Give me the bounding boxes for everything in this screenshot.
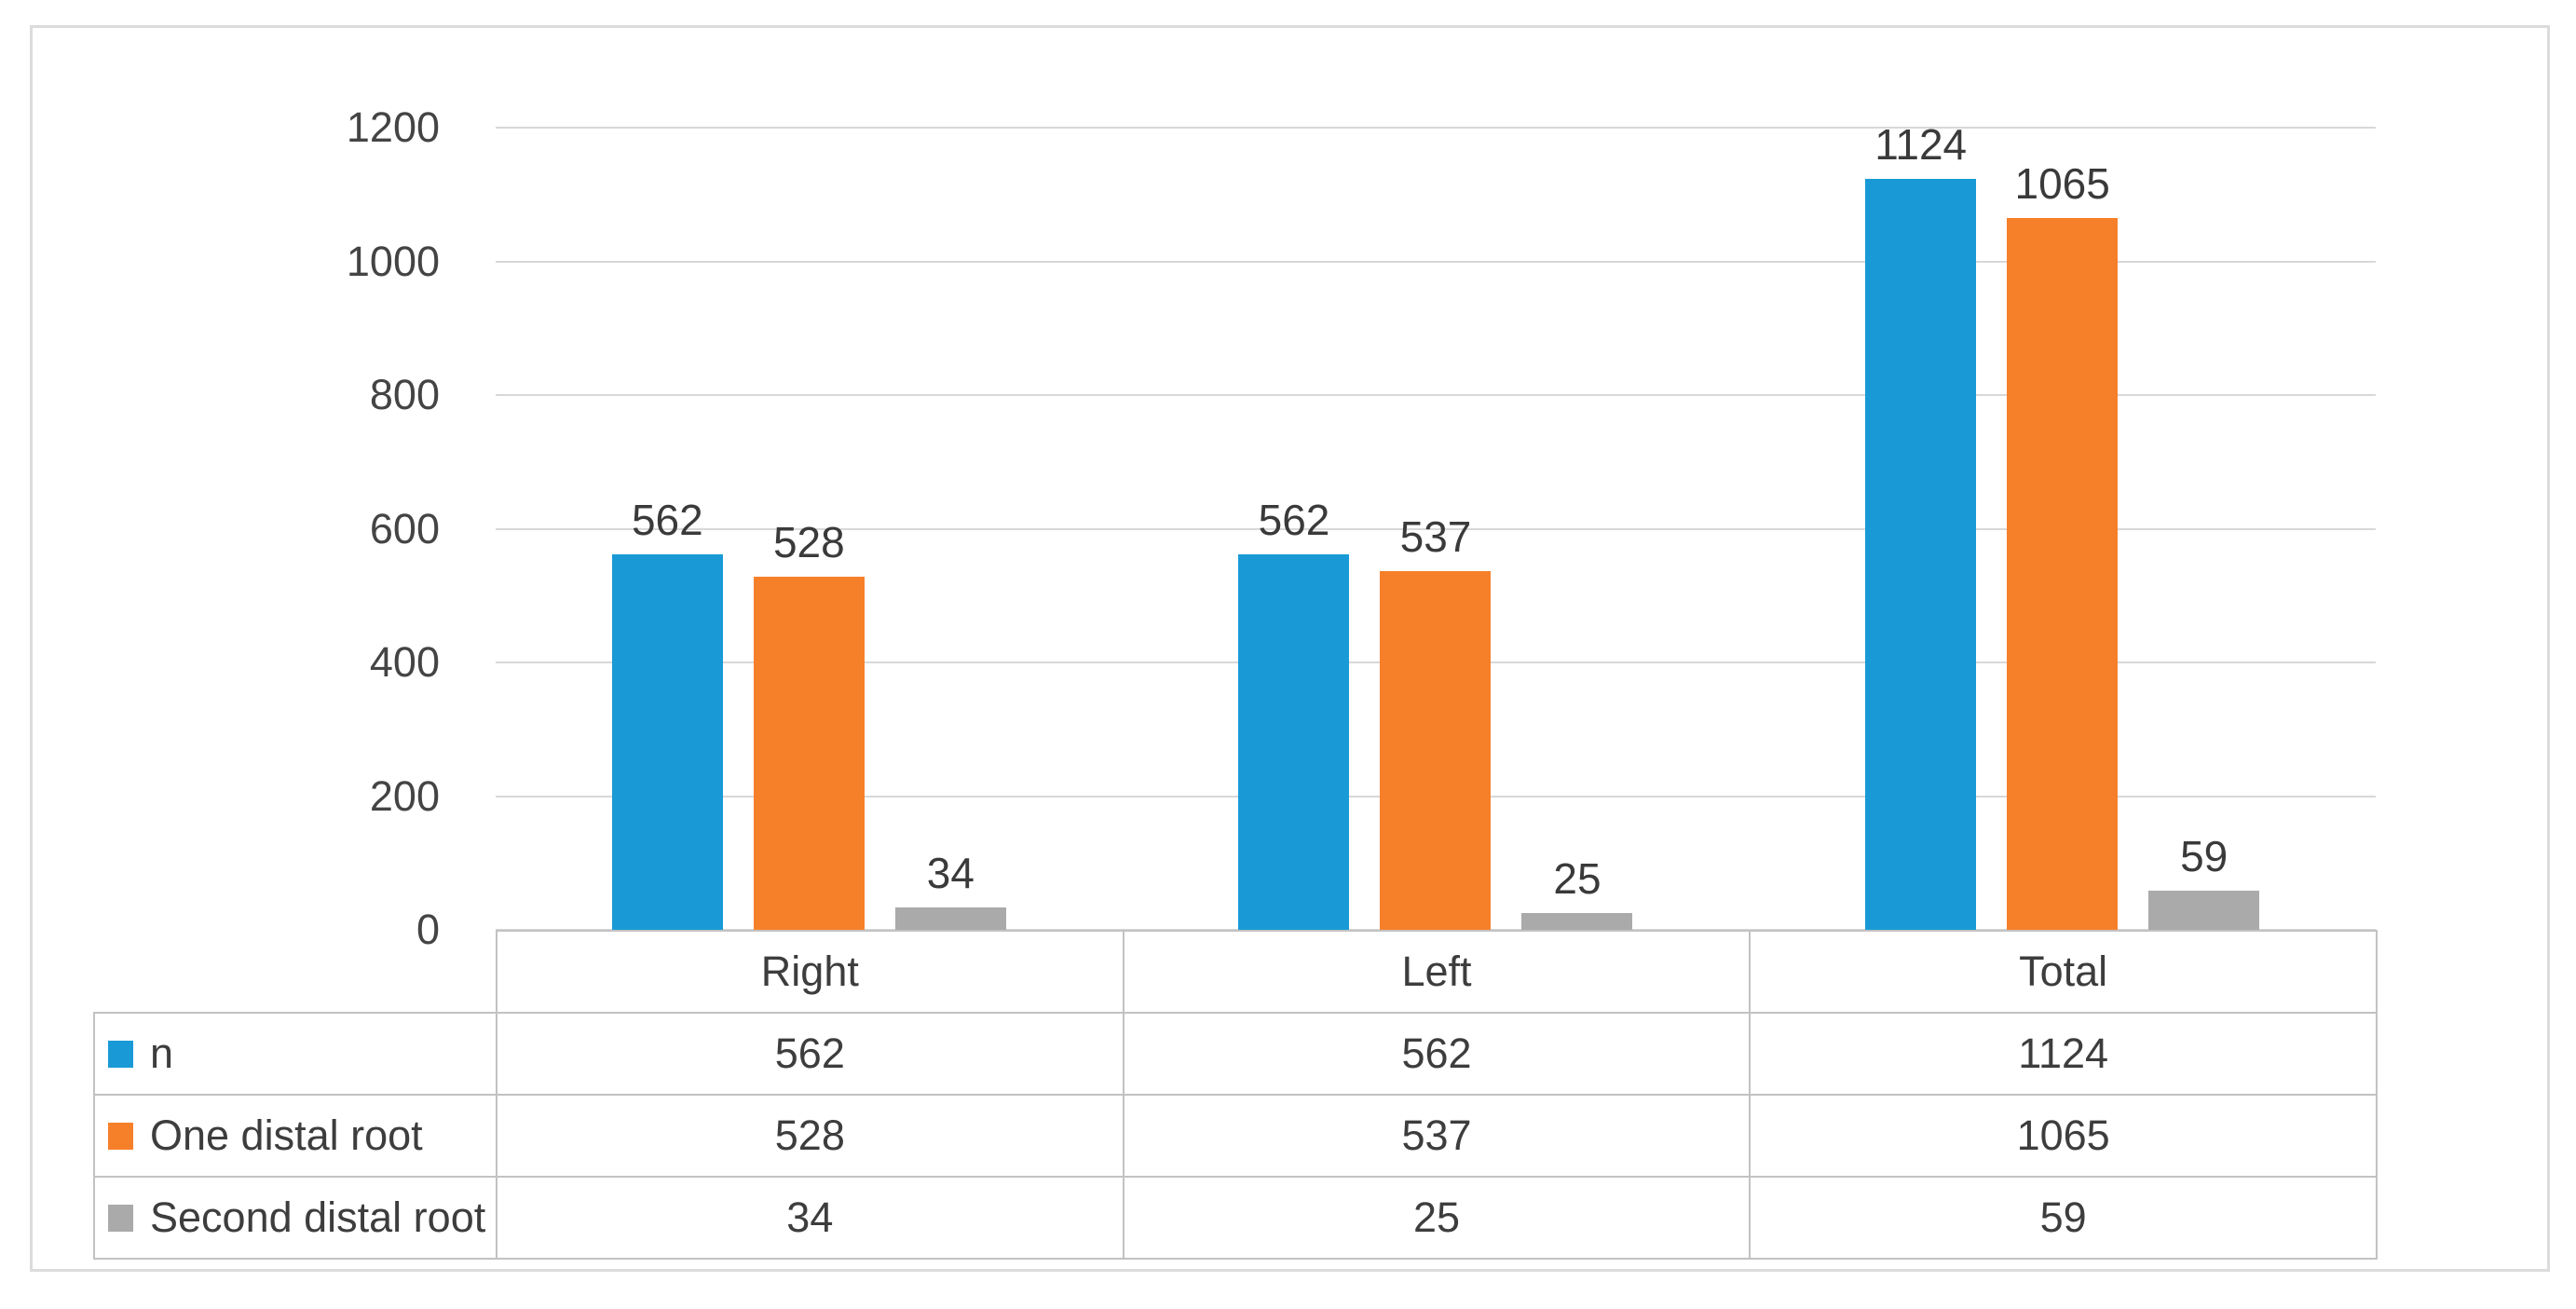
bar-second-distal-root-right: 34 (894, 852, 1006, 930)
table-value-cell-one-distal-root-right: 528 (496, 1094, 1124, 1178)
bar-n-right: 562 (611, 498, 723, 930)
legend-swatch-one-distal-root (108, 1122, 133, 1150)
data-label-second-distal-root-left: 25 (1553, 854, 1601, 904)
table-value-cell-n-total: 1124 (1749, 1012, 2378, 1096)
bar-group-total: 1124 1065 59 (1749, 123, 2376, 930)
gridline (496, 527, 2376, 530)
bar-one-distal-root-total: 1065 (2007, 162, 2119, 930)
bar-one-distal-root-left: 537 (1380, 515, 1492, 930)
chart-frame: 0 200 400 600 800 1000 1200 562 528 34 562 537 25 112… (30, 25, 2550, 1272)
data-label-n-right: 562 (631, 495, 703, 544)
legend-cell-one-distal-root: One distal root (93, 1094, 497, 1178)
table-value-cell-second-distal-root-left: 25 (1122, 1176, 1751, 1260)
table-value-cell-n-left: 562 (1122, 1012, 1751, 1096)
data-label-one-distal-root-total: 1065 (2014, 158, 2110, 208)
table-header-cell-right: Right (496, 930, 1124, 1014)
data-label-n-left: 562 (1258, 495, 1330, 544)
y-tick-label: 1000 (346, 237, 440, 285)
bar-n-left: 562 (1238, 498, 1350, 930)
data-label-second-distal-root-right: 34 (926, 848, 975, 897)
data-label-one-distal-root-right: 528 (772, 518, 845, 567)
legend-cell-n: n (93, 1012, 497, 1096)
table-value-cell-second-distal-root-total: 59 (1749, 1176, 2378, 1260)
bar-n-total: 1124 (1865, 123, 1977, 930)
bar-second-distal-root-total: 59 (2148, 835, 2260, 930)
gridline (496, 127, 2376, 129)
table-value-cell-n-right: 562 (496, 1012, 1124, 1096)
plot-area: 0 200 400 600 800 1000 1200 562 528 34 562 537 25 112… (347, 103, 2376, 953)
bar-one-distal-root-right: 528 (753, 521, 865, 930)
gridline (496, 260, 2376, 263)
legend-label-n: n (150, 1029, 174, 1077)
table-header-cell-left: Left (1122, 930, 1751, 1014)
table-value-cell-second-distal-root-right: 34 (496, 1176, 1124, 1260)
table-value-cell-one-distal-root-left: 537 (1122, 1094, 1751, 1178)
table-value-cell-one-distal-root-total: 1065 (1749, 1094, 2378, 1178)
bar-second-distal-root-left: 25 (1521, 857, 1633, 930)
data-label-second-distal-root-total: 59 (2180, 831, 2228, 880)
legend-label-one-distal-root: One distal root (150, 1111, 423, 1159)
table-header-cell-total: Total (1749, 930, 2378, 1014)
legend-swatch-n (108, 1040, 133, 1068)
y-tick-label: 800 (369, 371, 440, 418)
data-table: Right Left Total n 562 562 1124 One distal root… (93, 930, 2378, 1260)
data-label-one-distal-root-left: 537 (1399, 511, 1472, 561)
bar-group-right: 562 528 34 (496, 128, 1123, 930)
data-label-n-total: 1124 (1874, 119, 1968, 169)
bar-group-left: 562 537 25 (1123, 128, 1750, 930)
y-tick-label: 200 (369, 771, 440, 820)
legend-cell-second-distal-root: Second distal root (93, 1176, 497, 1260)
gridline (496, 394, 2376, 396)
y-tick-label: 1200 (346, 103, 440, 151)
y-tick-label: 600 (369, 504, 440, 552)
legend-label-second-distal-root: Second distal root (150, 1193, 486, 1241)
legend-swatch-second-distal-root (108, 1204, 133, 1232)
y-tick-label: 400 (369, 638, 440, 686)
y-tick-label: 0 (416, 906, 440, 953)
